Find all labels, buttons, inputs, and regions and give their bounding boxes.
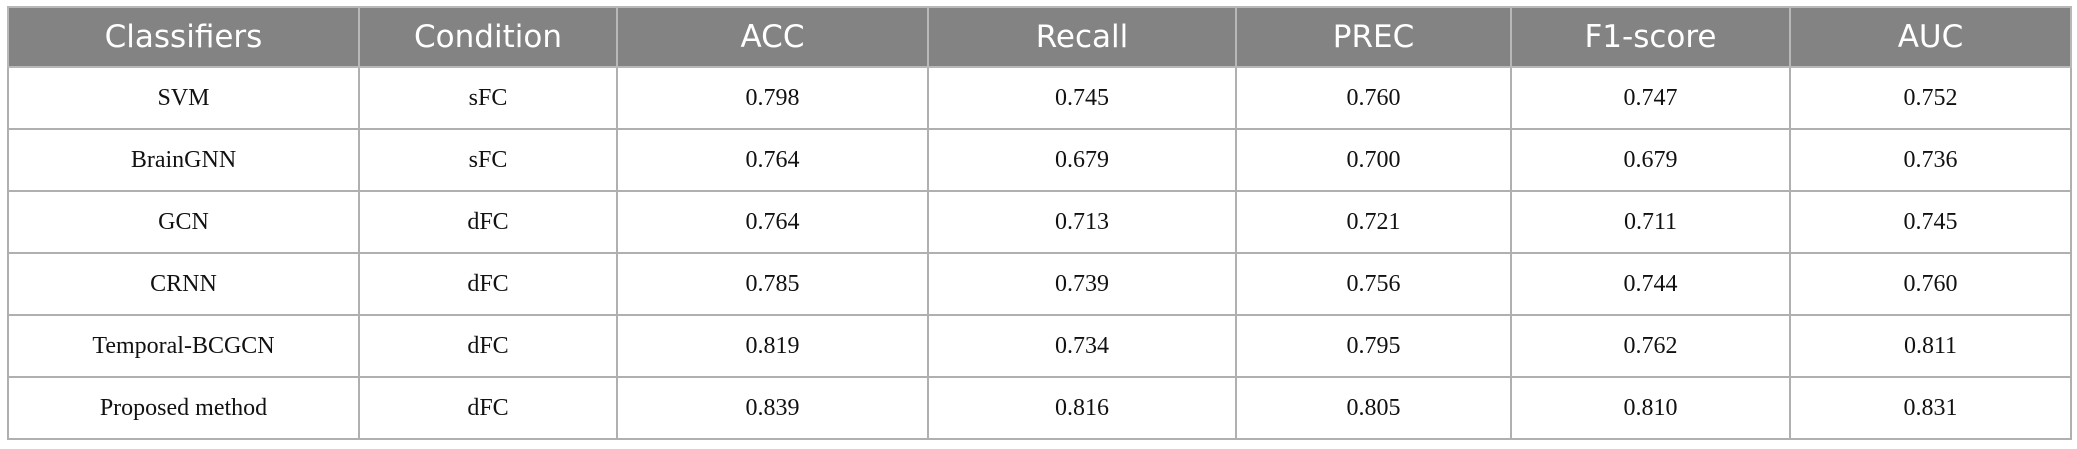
- table-cell: 0.739: [927, 252, 1237, 316]
- table-cell: dFC: [358, 190, 618, 254]
- table-cell: 0.839: [616, 376, 929, 440]
- table-cell: 0.760: [1235, 66, 1512, 130]
- table-cell: 0.805: [1235, 376, 1512, 440]
- table-cell: sFC: [358, 66, 618, 130]
- table-cell: 0.679: [927, 128, 1237, 192]
- table-cell: BrainGNN: [7, 128, 360, 192]
- header-cell: Classifiers: [7, 6, 360, 68]
- table-row: CRNN dFC 0.785 0.739 0.756 0.744 0.760: [7, 252, 2072, 316]
- table-cell: 0.810: [1510, 376, 1791, 440]
- table-cell: dFC: [358, 376, 618, 440]
- table-row: SVM sFC 0.798 0.745 0.760 0.747 0.752: [7, 66, 2072, 130]
- table-cell: 0.819: [616, 314, 929, 378]
- table-cell: 0.764: [616, 190, 929, 254]
- table-cell: 0.756: [1235, 252, 1512, 316]
- table-cell: 0.736: [1789, 128, 2072, 192]
- table-cell: dFC: [358, 314, 618, 378]
- table-cell: 0.816: [927, 376, 1237, 440]
- table-cell: 0.752: [1789, 66, 2072, 130]
- header-cell: Condition: [358, 6, 618, 68]
- table-cell: 0.760: [1789, 252, 2072, 316]
- header-cell: PREC: [1235, 6, 1512, 68]
- table-cell: SVM: [7, 66, 360, 130]
- table-cell: Temporal-BCGCN: [7, 314, 360, 378]
- table-cell: 0.721: [1235, 190, 1512, 254]
- table-row: Proposed method dFC 0.839 0.816 0.805 0.810 0.…: [7, 376, 2072, 440]
- table-cell: sFC: [358, 128, 618, 192]
- table-cell: 0.734: [927, 314, 1237, 378]
- table-cell: 0.711: [1510, 190, 1791, 254]
- table-cell: 0.785: [616, 252, 929, 316]
- table-cell: 0.747: [1510, 66, 1791, 130]
- table-cell: CRNN: [7, 252, 360, 316]
- table-row: Temporal-BCGCN dFC 0.819 0.734 0.795 0.762 0.8…: [7, 314, 2072, 378]
- header-cell: Recall: [927, 6, 1237, 68]
- table-cell: 0.679: [1510, 128, 1791, 192]
- table-cell: 0.744: [1510, 252, 1791, 316]
- table-cell: 0.795: [1235, 314, 1512, 378]
- table-cell: dFC: [358, 252, 618, 316]
- table-cell: Proposed method: [7, 376, 360, 440]
- table-cell: 0.713: [927, 190, 1237, 254]
- table-cell: 0.764: [616, 128, 929, 192]
- header-cell: F1-score: [1510, 6, 1791, 68]
- table-row: BrainGNN sFC 0.764 0.679 0.700 0.679 0.736: [7, 128, 2072, 192]
- table-body: SVM sFC 0.798 0.745 0.760 0.747 0.752 BrainGNN s…: [7, 66, 2072, 440]
- header-cell: AUC: [1789, 6, 2072, 68]
- table-row: GCN dFC 0.764 0.713 0.721 0.711 0.745: [7, 190, 2072, 254]
- table-cell: 0.831: [1789, 376, 2072, 440]
- table-cell: 0.811: [1789, 314, 2072, 378]
- table-cell: 0.798: [616, 66, 929, 130]
- table-cell: 0.762: [1510, 314, 1791, 378]
- header-cell: ACC: [616, 6, 929, 68]
- header-row: Classifiers Condition ACC Recall PREC F1-scor…: [7, 6, 2072, 68]
- table-cell: 0.745: [927, 66, 1237, 130]
- results-table: Classifiers Condition ACC Recall PREC F1-scor…: [7, 6, 2072, 440]
- table-cell: 0.700: [1235, 128, 1512, 192]
- table-cell: 0.745: [1789, 190, 2072, 254]
- table-cell: GCN: [7, 190, 360, 254]
